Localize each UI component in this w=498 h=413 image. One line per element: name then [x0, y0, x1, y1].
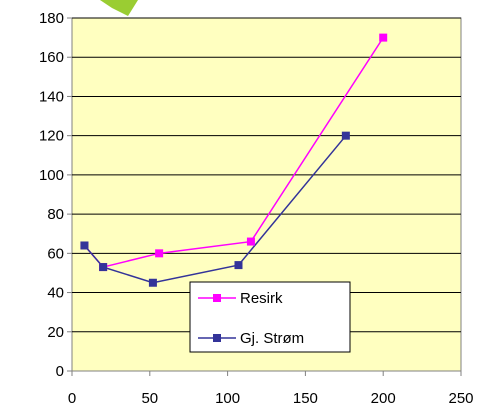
x-tick-label: 250 — [448, 390, 473, 407]
series-1-point — [341, 131, 350, 140]
x-tick-label: 100 — [215, 390, 240, 407]
y-tick-label: 20 — [47, 324, 64, 341]
series-1-point — [80, 241, 89, 250]
legend: Resirk Gj. Strøm — [189, 281, 351, 353]
y-axis: 0 20 40 60 80 100 120 140 160 180 — [39, 10, 72, 380]
legend-label-gj-strom: Gj. Strøm — [240, 330, 304, 347]
y-tick-label: 120 — [39, 128, 64, 145]
x-tick-label: 0 — [68, 390, 76, 407]
y-tick-label: 160 — [39, 49, 64, 66]
series-1-point — [99, 263, 108, 272]
series-0-point — [379, 33, 388, 42]
grid-lines — [72, 17, 461, 333]
series-0-point — [155, 249, 164, 258]
legend-marker-gj-strom — [213, 334, 221, 342]
y-tick-label: 180 — [39, 10, 64, 27]
y-tick-label: 80 — [47, 206, 64, 223]
series-1-point — [234, 261, 243, 270]
y-tick-label: 60 — [47, 245, 64, 262]
x-tick-label: 50 — [141, 390, 158, 407]
legend-marker-resirk — [213, 294, 221, 302]
legend-label-resirk: Resirk — [240, 290, 283, 307]
decorative-arrow-shape — [100, 0, 138, 16]
y-tick-label: 40 — [47, 285, 64, 302]
y-tick-label: 140 — [39, 88, 64, 105]
series-layer — [80, 33, 388, 287]
series-1-point — [148, 278, 157, 287]
x-axis: 0 50 100 150 200 250 — [68, 371, 474, 407]
y-tick-label: 0 — [56, 363, 64, 380]
y-tick-label: 100 — [39, 167, 64, 184]
x-tick-label: 200 — [371, 390, 396, 407]
series-0-point — [246, 237, 255, 246]
x-tick-label: 150 — [293, 390, 318, 407]
